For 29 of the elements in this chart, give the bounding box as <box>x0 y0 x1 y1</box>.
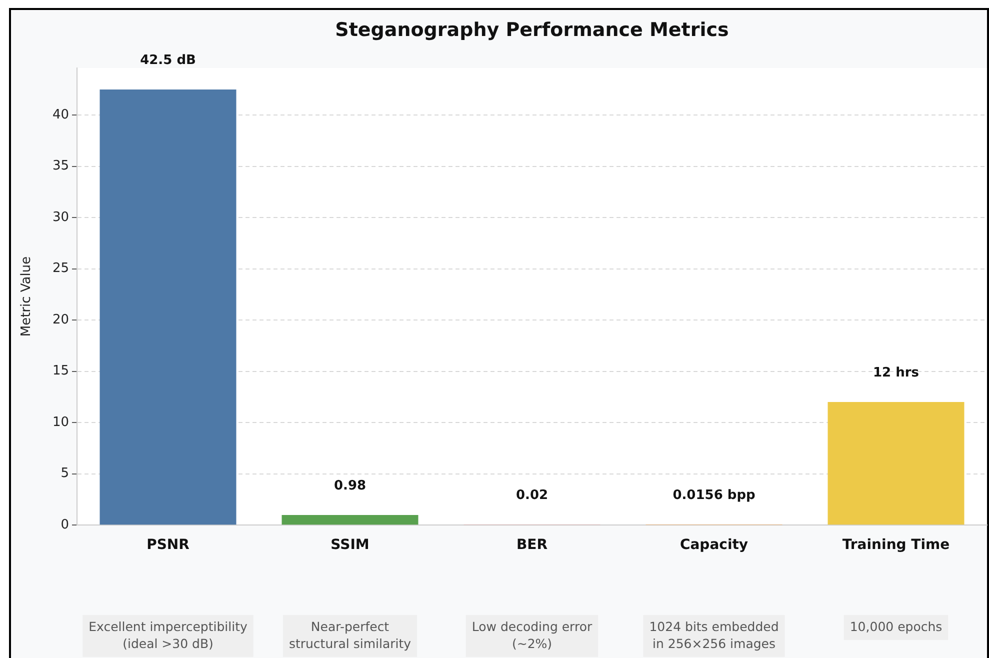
y-tick-label: 0 <box>60 517 69 532</box>
data-label: 0.0156 bpp <box>672 488 756 504</box>
y-tick-label: 35 <box>52 158 69 174</box>
data-label: 42.5 dB <box>140 52 196 68</box>
y-tick-label: 10 <box>52 414 69 430</box>
chart-title: Steganography Performance Metrics <box>335 18 729 41</box>
data-label: 0.98 <box>334 478 366 494</box>
x-tick-label: PSNR <box>146 537 190 554</box>
y-tick-label: 30 <box>52 210 69 225</box>
data-label: 12 hrs <box>872 365 920 380</box>
bar <box>828 402 964 525</box>
y-tick-label: 20 <box>52 312 69 328</box>
y-axis-title: Metric Value <box>19 256 34 337</box>
data-label: 0.02 <box>516 488 548 504</box>
text: Excellent imperceptibility (ideal >30 dB) <box>88 618 248 651</box>
x-tick-label: Capacity <box>680 537 748 554</box>
text: Low decoding error (~2%) <box>472 618 593 651</box>
bar <box>282 514 418 525</box>
x-tick-label: Training Time <box>842 537 950 554</box>
bar <box>100 90 236 525</box>
y-tick-label: 15 <box>52 364 69 379</box>
y-tick-label: 5 <box>60 466 69 482</box>
text: 1024 bits embedded in 256×256 images <box>649 618 779 651</box>
text: Near-perfect structural similarity <box>288 618 412 651</box>
y-tick-label: 40 <box>52 108 69 123</box>
x-tick-label: BER <box>516 537 548 554</box>
x-tick-label: SSIM <box>330 537 370 554</box>
y-tick-label: 25 <box>52 261 69 276</box>
text: 10,000 epochs <box>850 618 942 634</box>
